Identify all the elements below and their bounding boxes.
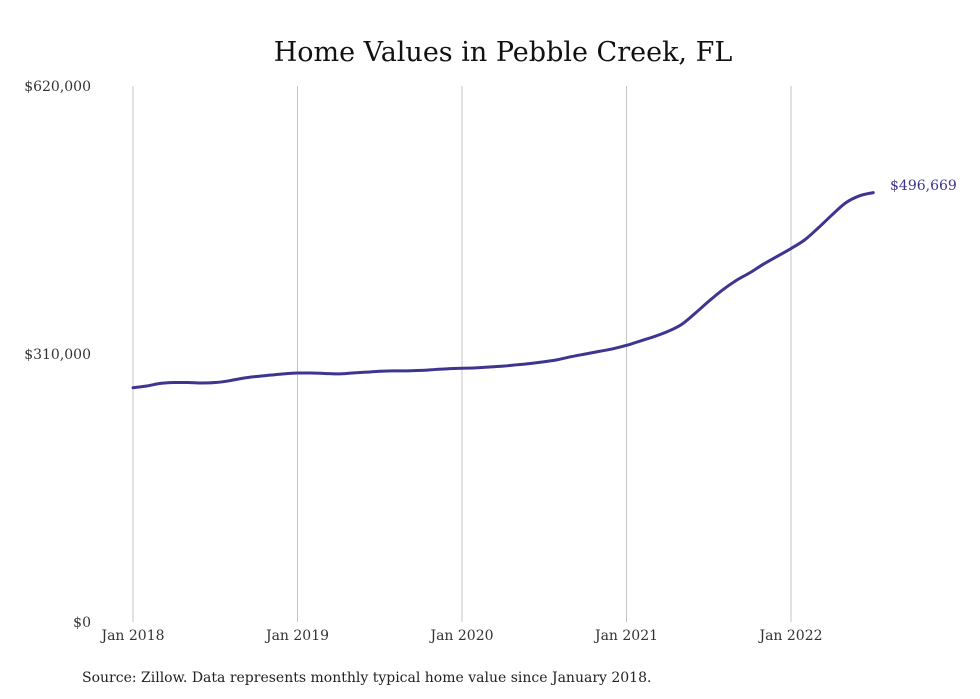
data-point <box>145 384 148 388</box>
data-point <box>543 360 546 363</box>
data-point <box>364 370 368 374</box>
y-axis-ticks: $0 $310,000 $620,000 <box>24 79 91 631</box>
data-point <box>488 365 491 369</box>
end-value-label: $496,669 <box>890 178 957 194</box>
data-point <box>419 369 423 372</box>
data-point <box>501 364 505 368</box>
x-tick-label: Jan 2018 <box>99 628 164 644</box>
data-point <box>721 288 724 292</box>
data-point <box>666 330 669 333</box>
data-point <box>447 367 450 370</box>
y-tick-label: $0 <box>73 615 91 631</box>
data-point <box>597 350 601 353</box>
data-point <box>337 372 340 376</box>
y-tick-label: $620,000 <box>24 79 91 95</box>
data-point <box>200 381 203 385</box>
data-point <box>570 355 573 358</box>
data-point <box>556 358 560 361</box>
chart-title: Home Values in Pebble Creek, FL <box>274 37 733 68</box>
x-axis-ticks: Jan 2018 Jan 2019 Jan 2020 Jan 2021 Jan 2022 <box>99 628 822 644</box>
data-point <box>748 271 752 274</box>
data-point <box>734 279 738 282</box>
source-note: Source: Zillow. Data represents monthly … <box>82 670 651 686</box>
data-point <box>584 352 587 356</box>
data-point <box>625 344 628 347</box>
x-tick-label: Jan 2019 <box>264 628 329 644</box>
data-point <box>131 386 135 389</box>
data-point <box>433 368 436 371</box>
data-point <box>844 201 848 204</box>
data-point <box>351 371 354 375</box>
data-point <box>392 369 395 373</box>
series-layer <box>131 191 875 390</box>
data-point <box>227 379 231 382</box>
x-tick-label: Jan 2022 <box>757 628 822 644</box>
data-point <box>405 369 409 373</box>
x-tick-label: Jan 2021 <box>593 628 658 644</box>
data-point <box>515 363 519 367</box>
data-point <box>186 381 190 384</box>
data-point <box>460 367 464 370</box>
data-point <box>680 323 683 326</box>
data-point <box>803 238 806 242</box>
data-point <box>214 381 217 384</box>
data-point <box>817 226 820 229</box>
data-point <box>830 213 834 217</box>
data-point <box>789 247 793 250</box>
data-point <box>776 255 779 258</box>
data-point <box>255 375 258 378</box>
data-point <box>268 373 272 377</box>
data-point <box>296 371 299 375</box>
x-tick-label: Jan 2020 <box>428 628 493 644</box>
data-point <box>693 312 697 315</box>
data-point <box>241 377 244 380</box>
data-point <box>159 382 162 385</box>
data-point <box>310 371 313 375</box>
data-point <box>282 372 285 376</box>
gridlines <box>132 86 792 622</box>
data-point <box>872 191 875 194</box>
data-point <box>707 300 710 303</box>
y-tick-label: $310,000 <box>24 347 91 363</box>
data-point <box>611 347 614 351</box>
data-point <box>378 370 381 373</box>
data-point <box>172 381 176 384</box>
data-point <box>762 262 765 266</box>
data-point <box>639 339 642 343</box>
data-point <box>323 372 327 375</box>
data-point <box>474 366 477 370</box>
data-point <box>529 362 532 365</box>
data-point <box>858 194 861 197</box>
data-point <box>652 335 656 338</box>
series-line-0 <box>131 191 875 390</box>
